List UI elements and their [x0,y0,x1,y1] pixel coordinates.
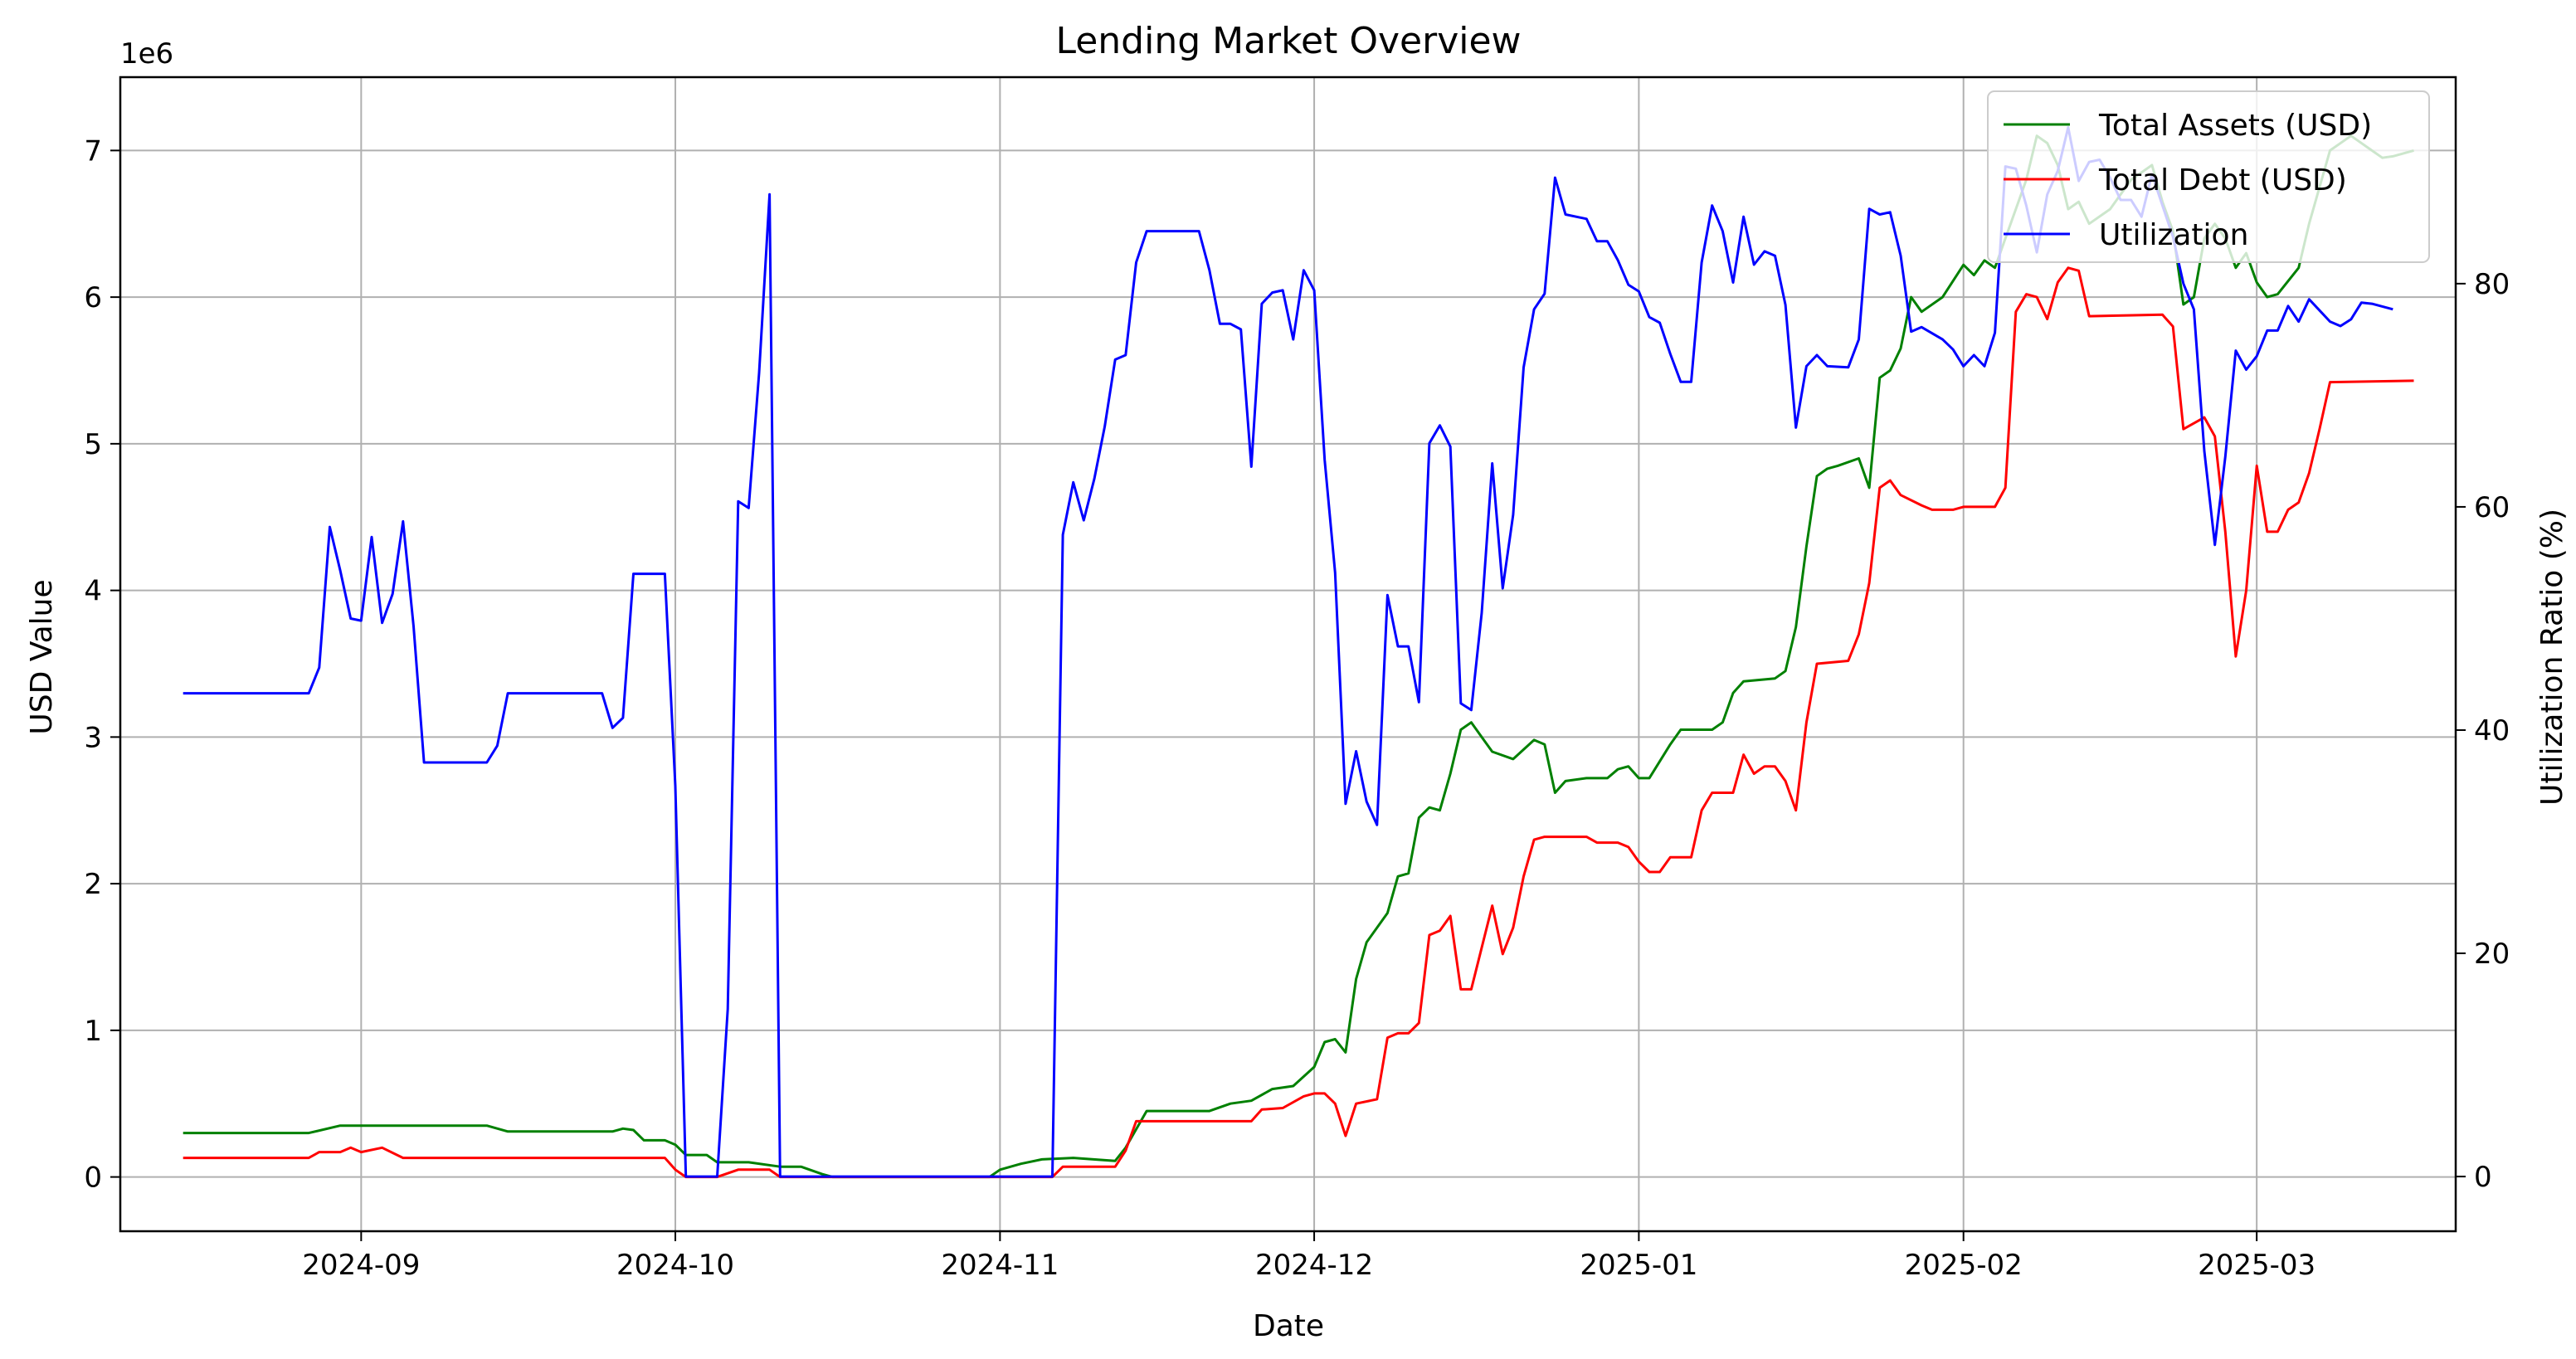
chart-title: Lending Market Overview [1055,20,1521,62]
y2-tick-label: 40 [2474,714,2510,748]
y2-tick-label: 60 [2474,491,2510,524]
y2-axis-label: Utilization Ratio (%) [2535,509,2569,806]
x-tick-label: 2024-12 [1255,1249,1373,1282]
x-tick-label: 2025-01 [1580,1249,1697,1282]
x-tick-label: 2025-02 [1905,1249,2023,1282]
y2-tick-label: 0 [2474,1161,2492,1194]
y-tick-label: 2 [84,868,102,901]
x-tick-label: 2025-03 [2198,1249,2315,1282]
y2-tick-label: 80 [2474,268,2510,301]
y-tick-label: 6 [84,281,102,314]
x-axis: 2024-09 2024-10 2024-11 2024-12 2025-01 2025-… [302,1231,2315,1282]
grid-lines [120,77,2456,1231]
legend-label-total-assets-usd: Total Assets (USD) [2098,109,2372,143]
y-offset-text: 1e6 [120,37,173,71]
legend-label-utilization: Utilization [2099,218,2248,252]
legend-box [1987,90,2430,263]
x-tick-label: 2024-09 [302,1249,420,1282]
y-tick-label: 1 [84,1015,102,1048]
plot-frame [119,76,2457,1233]
y-axis-right: 0 20 40 60 80 [2456,268,2510,1194]
x-axis-label: Date [1253,1309,1324,1343]
y-tick-label: 0 [84,1162,102,1195]
x-tick-label: 2024-10 [616,1249,734,1282]
legend-label-total-debt-usd: Total Debt (USD) [2098,163,2347,197]
y-tick-label: 5 [84,428,102,461]
y-tick-label: 7 [84,134,102,168]
series-line-total-debt-usd [183,266,2414,1179]
y-axis-label: USD Value [25,579,59,734]
y-tick-label: 3 [84,721,102,754]
legend: Total Assets (USD) Total Debt (USD) Utiliz… [1987,90,2430,263]
y2-tick-label: 20 [2474,938,2510,971]
x-tick-label: 2024-11 [941,1249,1059,1282]
y-tick-label: 4 [84,575,102,608]
y-axis-left: 0 1 2 3 4 5 6 7 [84,134,120,1195]
